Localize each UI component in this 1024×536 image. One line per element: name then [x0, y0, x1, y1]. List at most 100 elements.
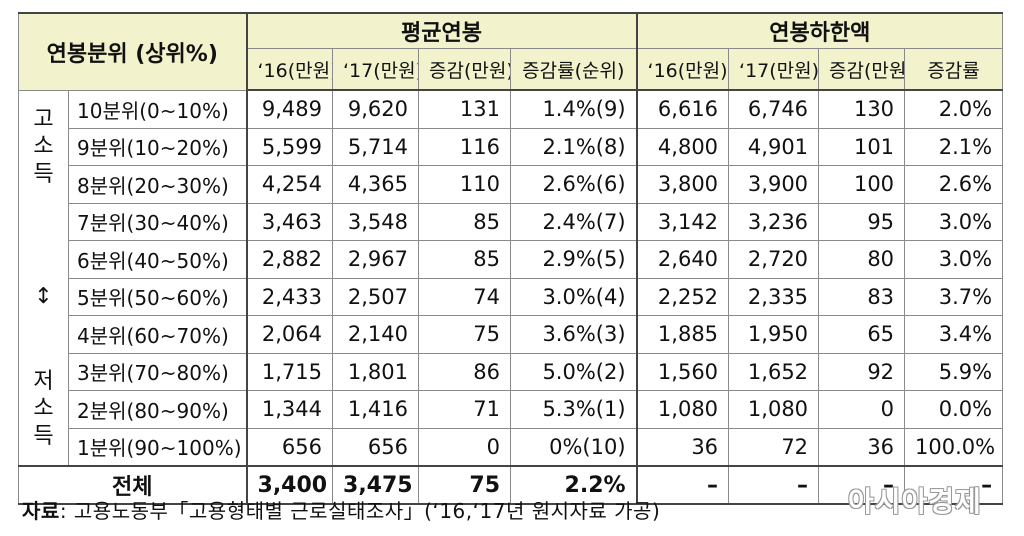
- table-cell: 3.0%(4): [510, 277, 638, 316]
- table-cell: 116: [418, 127, 512, 166]
- col-header: 증감률(순위): [510, 48, 638, 91]
- table-row: 2분위(80~90%) 1,344 1,416 71 5.3%(1) 1,080 1,080…: [19, 390, 1004, 429]
- table-cell: 3,236: [728, 202, 820, 241]
- table-cell: 75: [418, 465, 512, 505]
- table-cell: 4,365: [332, 165, 420, 204]
- table-cell: 2.0%: [904, 89, 1004, 129]
- col-header: 증감(만원): [818, 48, 906, 91]
- table-cell: 92: [818, 352, 906, 391]
- table-cell: 3.0%: [904, 202, 1004, 241]
- col-header: ‘16(만원): [635, 48, 730, 91]
- col-header: ‘17(만원): [332, 48, 420, 91]
- table-cell: 0: [818, 390, 906, 429]
- table-cell: 3,463: [245, 202, 334, 241]
- side-char: 저: [33, 368, 54, 394]
- table-cell: 3.0%: [904, 240, 1004, 279]
- side-char: 소: [33, 134, 54, 159]
- table-cell: 85: [418, 240, 512, 279]
- row-label: 3분위(70~80%): [67, 352, 248, 391]
- side-char: 고: [33, 106, 54, 132]
- side-spacer: [18, 203, 69, 241]
- table-cell: 2.1%(8): [510, 127, 638, 166]
- table-cell: 2,433: [245, 277, 334, 316]
- col-header: 증감(만원): [418, 48, 512, 91]
- table-cell: 2,640: [635, 240, 730, 279]
- table-cell: 2,335: [728, 277, 820, 316]
- table-cell: 1,560: [635, 352, 730, 391]
- side-char: 소: [33, 396, 54, 422]
- table-cell: 71: [418, 390, 512, 429]
- table-cell: 2,140: [332, 315, 420, 354]
- avg-salary-header: 평균연봉: [245, 12, 638, 49]
- table-cell: 2.2%: [510, 465, 638, 505]
- source-text: : 고용노동부「고용형태별 근로실태조사」(‘16,‘17년 원시자료 가공): [59, 499, 661, 523]
- source-note: 자료: 고용노동부「고용형태별 근로실태조사」(‘16,‘17년 원시자료 가공…: [22, 495, 660, 524]
- table-row: 5분위(50~60%) 2,433 2,507 74 3.0%(4) 2,252 2,335…: [19, 277, 1004, 316]
- table-cell: 5,599: [245, 127, 334, 166]
- total-label: 전체: [17, 465, 248, 505]
- table-cell: 83: [818, 277, 906, 316]
- side-char: 득: [33, 161, 54, 187]
- table-row: 저 소 득 3분위(70~80%) 1,715 1,801 86 5.0%(2) 1,560 1,…: [18, 352, 1004, 467]
- table-row: 4분위(60~70%) 2,064 2,140 75 3.6%(3) 1,885 1,950…: [19, 315, 1004, 354]
- direction-arrow-icon: ↕: [18, 240, 69, 353]
- table-cell: 1,801: [332, 352, 420, 391]
- row-label: 7분위(30~40%): [67, 202, 248, 241]
- table-row: 9분위(10~20%) 5,599 5,714 116 2.1%(8) 4,800 4,90…: [19, 127, 1004, 166]
- table-cell: 656: [332, 427, 420, 467]
- table-cell: 110: [418, 165, 512, 204]
- table-cell: 3,475: [332, 465, 420, 505]
- table-cell: 3.7%: [904, 277, 1004, 316]
- table-cell: 1.4%(9): [510, 89, 638, 129]
- table-cell: 1,080: [635, 390, 730, 429]
- table-cell: 3,400: [245, 465, 334, 505]
- table-cell: 0: [418, 427, 512, 467]
- table-cell: 9,620: [332, 89, 420, 129]
- table-cell: 2,967: [332, 240, 420, 279]
- table-cell: 3,800: [635, 165, 730, 204]
- table-cell: 5,714: [332, 127, 420, 166]
- table-cell: 5.9%: [904, 352, 1004, 391]
- table-cell: 65: [818, 315, 906, 354]
- table-cell: 86: [418, 352, 512, 391]
- table-cell: 4,254: [245, 165, 334, 204]
- row-label: 9분위(10~20%): [67, 127, 248, 166]
- row-label: 1분위(90~100%): [67, 427, 248, 467]
- table-cell: 656: [245, 427, 334, 467]
- col-header: ‘16(만원): [245, 48, 334, 91]
- table-cell: –: [904, 465, 1004, 505]
- table-cell: 5.0%(2): [510, 352, 638, 391]
- table-cell: 1,715: [245, 352, 334, 391]
- watermark-logo: 아시아경제: [848, 485, 982, 518]
- row-label: 2분위(80~90%): [67, 390, 248, 429]
- table-cell: 2,882: [245, 240, 334, 279]
- table-row: 1분위(90~100%) 656 656 0 0%(10) 36 72 36 100.0%: [19, 427, 1004, 467]
- source-prefix: 자료: [22, 499, 60, 523]
- row-label-header: 연봉분위 (상위%): [17, 12, 248, 91]
- table-cell: –: [818, 465, 906, 505]
- table-cell: 36: [818, 427, 906, 467]
- table-cell: 72: [728, 427, 820, 467]
- table-cell: 36: [635, 427, 730, 467]
- min-salary-header: 연봉하한액: [635, 12, 1004, 49]
- table-cell: 2.6%(6): [510, 165, 638, 204]
- table-cell: 101: [818, 127, 906, 166]
- table-cell: 2,507: [332, 277, 420, 316]
- total-row: 전체 3,400 3,475 75 2.2% – – – –: [17, 465, 1004, 505]
- col-header: ‘17(만원): [728, 48, 820, 91]
- table-cell: 3.4%: [904, 315, 1004, 354]
- table-cell: 80: [818, 240, 906, 279]
- table-cell: 9,489: [245, 89, 334, 129]
- table-cell: 3.6%(3): [510, 315, 638, 354]
- table-cell: 4,901: [728, 127, 820, 166]
- table-cell: 0%(10): [510, 427, 638, 467]
- table-cell: 2,064: [245, 315, 334, 354]
- table-cell: 2,252: [635, 277, 730, 316]
- table-cell: 1,416: [332, 390, 420, 429]
- table-row: 고 소 득 10분위(0~10%) 9,489 9,620 131 1.4%(9) 6,616 6…: [18, 89, 1004, 203]
- table-cell: 4,800: [635, 127, 730, 166]
- table-cell: 2,720: [728, 240, 820, 279]
- table-cell: 2.6%: [904, 165, 1004, 204]
- table-cell: 85: [418, 202, 512, 241]
